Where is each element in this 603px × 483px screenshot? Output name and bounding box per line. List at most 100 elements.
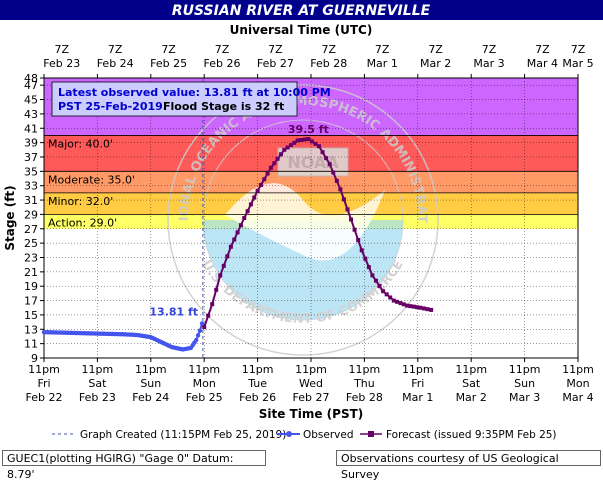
utc-tick-time: 7Z (268, 43, 283, 56)
forecast-point (398, 301, 403, 306)
y-tick-label: 31 (24, 194, 38, 207)
forecast-point (338, 187, 343, 192)
forecast-point (235, 230, 240, 235)
pst-tick-time: 11pm (295, 363, 327, 376)
pst-tick-time: 11pm (509, 363, 541, 376)
pst-tick-day: Mon (193, 377, 216, 390)
forecast-point (363, 256, 368, 261)
latest-observed-box (51, 81, 298, 117)
pst-tick-date: Feb 28 (346, 391, 383, 404)
pst-tick-time: 11pm (135, 363, 167, 376)
forecast-point (288, 143, 293, 148)
y-tick-label: 35 (24, 165, 38, 178)
utc-tick-time: 7Z (428, 43, 443, 56)
pst-tick-date: Feb 26 (239, 391, 276, 404)
forecast-point (415, 305, 420, 310)
title-bar (0, 0, 603, 20)
band-label-moderate: Moderate: 35.0' (48, 173, 135, 186)
data-series (41, 137, 434, 352)
observed-point (197, 328, 203, 333)
utc-tick-date: Feb 26 (204, 57, 241, 70)
forecast-point (262, 177, 267, 182)
forecast-point (255, 188, 260, 193)
y-tick-label: 29 (24, 208, 38, 221)
legend: Graph Created (11:15PM Feb 25, 2019) Obs… (52, 429, 557, 441)
forecast-point (408, 304, 413, 309)
forecast-point (356, 238, 361, 243)
y-tick-label: 37 (24, 151, 38, 164)
y-tick-label: 47 (24, 79, 38, 92)
legend-forecast-marker (368, 431, 374, 437)
forecast-point (401, 302, 406, 307)
utc-tick-date: Mar 1 (367, 57, 398, 70)
utc-tick-date: Feb 24 (97, 57, 134, 70)
forecast-point (218, 273, 223, 278)
forecast-point (352, 227, 357, 232)
pst-tick-date: Feb 25 (186, 391, 223, 404)
y-tick-label: 15 (24, 309, 38, 322)
forecast-point (202, 325, 207, 330)
forecast-point (334, 178, 339, 183)
top-axis-title: Universal Time (UTC) (230, 23, 373, 37)
observed-point (199, 321, 205, 326)
watermark-gull-shape (225, 183, 385, 261)
latest-observed-line2a: PST 25-Feb-2019. (58, 100, 167, 113)
observed-point (193, 337, 199, 343)
y-tick-label: 17 (24, 295, 38, 308)
forecast-point (282, 147, 287, 152)
forecast-point (429, 307, 434, 312)
utc-tick-date: Mar 5 (562, 57, 593, 70)
utc-tick-date: Feb 25 (150, 57, 187, 70)
forecast-point (206, 313, 211, 318)
pst-tick-day: Fri (411, 377, 424, 390)
forecast-point (384, 292, 389, 297)
pst-tick-date: Feb 27 (293, 391, 330, 404)
pst-tick-date: Mar 3 (509, 391, 540, 404)
utc-tick-date: Feb 23 (43, 57, 80, 70)
pst-tick-date: Feb 24 (132, 391, 169, 404)
forecast-point (245, 209, 250, 214)
utc-tick-time: 7Z (108, 43, 123, 56)
utc-tick-time: 7Z (482, 43, 497, 56)
y-tick-label: 9 (31, 352, 38, 365)
utc-tick-time: 7Z (215, 43, 230, 56)
band-moderate (44, 171, 578, 193)
hydrograph: RUSSIAN RIVER AT GUERNEVILLE Universal T… (0, 0, 603, 441)
forecast-point (331, 170, 336, 175)
y-tick-label: 21 (24, 266, 38, 279)
forecast-point (395, 299, 400, 304)
y-tick-label: 23 (24, 251, 38, 264)
utc-tick-date: Mar 3 (473, 57, 504, 70)
forecast-point (373, 278, 378, 283)
pst-tick-day: Sun (514, 377, 535, 390)
utc-tick-date: Feb 28 (310, 57, 347, 70)
forecast-point (272, 161, 277, 166)
forecast-point (268, 165, 273, 170)
observed-value-label: 13.81 ft (149, 305, 198, 318)
utc-tick-time: 7Z (571, 43, 586, 56)
forecast-point (388, 295, 393, 300)
pst-tick-date: Mar 1 (402, 391, 433, 404)
pst-tick-time: 11pm (349, 363, 381, 376)
forecast-point (405, 303, 410, 308)
forecast-point (285, 145, 290, 150)
forecast-point (359, 248, 364, 253)
band-label-minor: Minor: 32.0' (48, 195, 113, 208)
forecast-point (265, 171, 270, 176)
flood-stage-text: Flood Stage is 32 ft (163, 100, 284, 113)
pst-tick-time: 11pm (28, 363, 60, 376)
y-tick-label: 43 (24, 108, 38, 121)
forecast-point (278, 152, 283, 157)
utc-tick-time: 7Z (161, 43, 176, 56)
pst-tick-time: 11pm (188, 363, 220, 376)
utc-tick-date: Feb 27 (257, 57, 294, 70)
forecast-point (295, 138, 300, 143)
pst-tick-date: Mar 2 (456, 391, 487, 404)
forecast-point (299, 137, 304, 142)
pst-tick-date: Mar 4 (562, 391, 593, 404)
forecast-point (306, 137, 311, 142)
utc-tick-time: 7Z (322, 43, 337, 56)
pst-tick-day: Sat (462, 377, 481, 390)
forecast-point (425, 307, 430, 312)
